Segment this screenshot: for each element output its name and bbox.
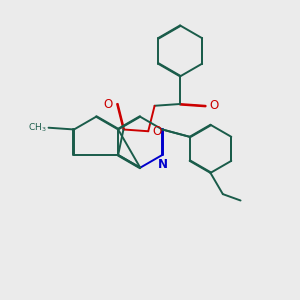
Text: O: O — [210, 99, 219, 112]
Text: O: O — [103, 98, 113, 110]
Text: N: N — [158, 158, 168, 171]
Text: O: O — [153, 125, 162, 138]
Text: CH$_3$: CH$_3$ — [28, 122, 47, 134]
